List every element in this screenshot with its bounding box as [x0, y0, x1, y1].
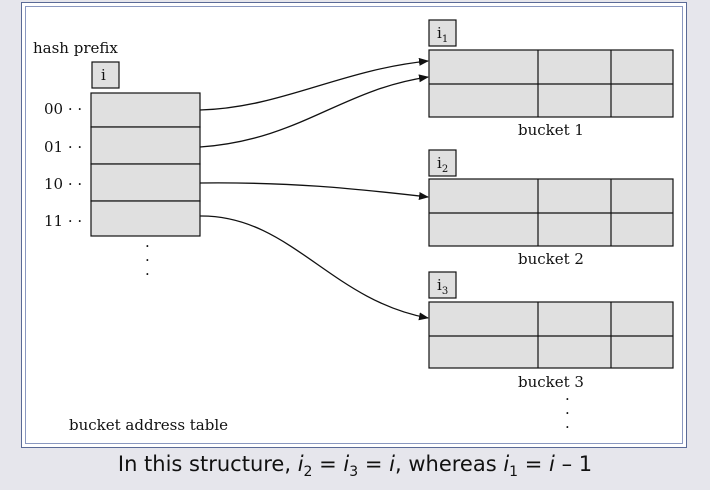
bucket-address-table-label: bucket address table	[69, 416, 228, 434]
pointer-11-to-bucket-3	[199, 215, 429, 321]
bucket-address-table	[90, 92, 201, 237]
table-ellipsis: · · ·	[145, 237, 150, 283]
svg-text:·: ·	[145, 251, 150, 269]
prefix-label-10: 10 · ·	[44, 175, 82, 193]
bucket-3-label: bucket 3	[518, 373, 584, 391]
table-cell-01	[90, 126, 201, 165]
prefix-label-00: 00 · ·	[44, 100, 82, 118]
svg-text:·: ·	[565, 418, 570, 436]
svg-text:·: ·	[565, 404, 570, 422]
bucket-3-depth-box	[428, 271, 457, 299]
bucket-3: i3 bucket 3	[428, 271, 674, 391]
prefix-label-11: 11 · ·	[44, 212, 82, 230]
bucket-3-depth-label: i3	[437, 276, 448, 297]
table-depth-label: i	[101, 66, 106, 84]
table-depth-box	[91, 61, 120, 89]
table-cell-11	[90, 200, 201, 237]
bucket-2: i2 bucket 2	[428, 149, 674, 268]
svg-text:·: ·	[145, 237, 150, 255]
bucket-3-body	[428, 301, 674, 369]
bucket-2-label: bucket 2	[518, 250, 584, 268]
bucket-2-depth-label: i2	[437, 154, 448, 175]
buckets-ellipsis: · · ·	[565, 390, 570, 436]
bucket-2-depth-box	[428, 149, 457, 177]
pointer-00-to-bucket-1	[199, 57, 429, 111]
svg-text:·: ·	[565, 390, 570, 408]
table-cell-10	[90, 163, 201, 202]
pointer-10-to-bucket-2	[199, 182, 429, 200]
prefix-label-01: 01 · ·	[44, 138, 82, 156]
caption: In this structure, i2 = i3 = i, whereas …	[117, 452, 593, 481]
bucket-1-depth-label: i1	[437, 24, 448, 45]
bucket-1-label: bucket 1	[518, 121, 584, 139]
pointer-01-to-bucket-1	[199, 74, 429, 148]
table-cell-00	[90, 92, 201, 128]
hash-prefix-label: hash prefix	[33, 39, 118, 57]
svg-text:·: ·	[145, 265, 150, 283]
extendable-hash-diagram: hash prefix i 00 · · 01 · · 10 · · 11 · …	[33, 19, 674, 436]
bucket-1: i1 bucket 1	[428, 19, 674, 139]
bucket-1-depth-box	[428, 19, 457, 47]
